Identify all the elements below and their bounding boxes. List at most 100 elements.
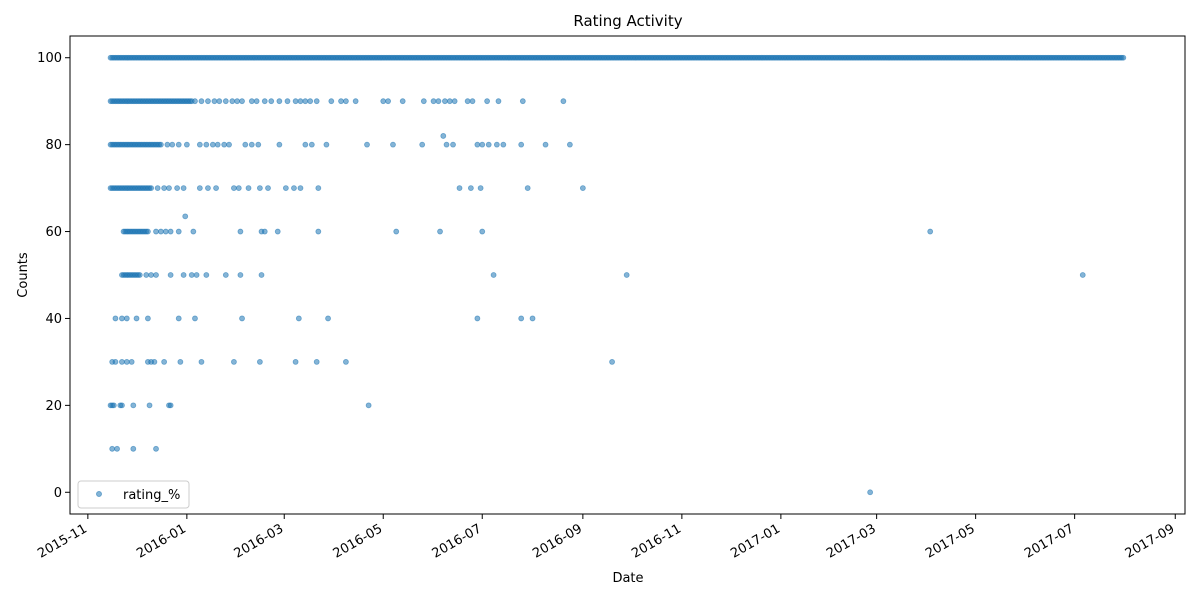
data-point [274, 228, 281, 235]
data-point [328, 98, 335, 105]
data-point [175, 141, 182, 148]
data-point [153, 228, 159, 235]
data-point [495, 98, 502, 105]
x-tick-label: 2016-03 [232, 521, 287, 561]
data-point [393, 228, 400, 235]
data-point [380, 98, 387, 105]
data-point [239, 315, 245, 322]
data-point [1079, 272, 1086, 278]
data-point [867, 489, 874, 496]
data-point [175, 228, 182, 235]
data-point [209, 141, 216, 148]
legend-marker [96, 491, 102, 497]
data-point [446, 98, 453, 105]
data-point [474, 315, 481, 322]
data-point [192, 98, 198, 105]
data-point [143, 272, 150, 278]
data-point [343, 359, 349, 365]
data-point [130, 445, 137, 452]
data-point [177, 359, 184, 365]
data-point [222, 272, 229, 278]
data-point [229, 98, 236, 105]
data-point [192, 315, 198, 322]
data-point [237, 228, 244, 235]
data-point [443, 141, 450, 148]
data-point [297, 185, 304, 191]
data-point [529, 315, 536, 322]
data-point [161, 185, 168, 191]
data-point [524, 185, 531, 191]
data-point [440, 133, 447, 139]
data-point [154, 185, 161, 191]
data-point [325, 315, 331, 322]
data-point [451, 98, 458, 105]
data-point [430, 98, 437, 105]
data-point [237, 272, 244, 278]
legend-box [77, 480, 190, 509]
y-tick-label: 20 [45, 399, 62, 414]
data-point [157, 141, 164, 148]
data-point [419, 141, 426, 148]
data-point [385, 98, 392, 105]
data-point [203, 272, 210, 278]
data-point [490, 272, 497, 278]
data-point [500, 141, 507, 148]
data-point [560, 98, 567, 105]
x-tick-label: 2016-01 [134, 521, 189, 561]
data-point [469, 98, 476, 105]
data-point [484, 98, 491, 105]
data-point [180, 272, 187, 278]
data-point [166, 185, 172, 191]
data-point [161, 359, 168, 365]
data-point [162, 228, 169, 235]
data-point [146, 402, 153, 409]
x-axis: 2015-11 2016-01 2016-03 2016-05 2016-07 2016-… [35, 514, 1177, 562]
data-point [205, 185, 211, 191]
data-point [211, 98, 218, 105]
data-point [297, 98, 304, 105]
data-point [119, 359, 125, 365]
data-point [435, 98, 442, 105]
y-tick-label: 0 [54, 486, 62, 501]
data-point [261, 98, 268, 105]
data-point [268, 98, 275, 105]
data-point [119, 315, 125, 322]
chart-title: Rating Activity [573, 12, 682, 30]
data-point [291, 185, 297, 191]
data-point [295, 315, 302, 322]
y-tick-label: 60 [45, 225, 62, 240]
x-tick-label: 2017-09 [1123, 521, 1178, 561]
data-point [442, 98, 448, 105]
data-point [221, 141, 228, 148]
data-point [493, 141, 500, 148]
data-point [130, 402, 137, 409]
data-point [519, 98, 526, 105]
data-point [196, 141, 203, 148]
data-point [167, 272, 174, 278]
x-tick-label: 2016-07 [430, 521, 485, 561]
data-point [123, 315, 130, 322]
data-point [144, 228, 151, 235]
data-point [248, 141, 255, 148]
data-point [323, 141, 330, 148]
y-axis-label: Counts [16, 252, 31, 298]
y-tick-label: 40 [45, 312, 62, 327]
data-point [542, 141, 549, 148]
x-tick-label: 2017-01 [728, 521, 783, 561]
data-point [245, 185, 252, 191]
data-point [352, 98, 359, 105]
data-point [175, 315, 182, 322]
data-point [437, 228, 443, 235]
data-point [253, 98, 260, 105]
data-point [153, 445, 159, 452]
points-layer [107, 54, 1127, 496]
data-point [302, 141, 309, 148]
data-point [188, 272, 195, 278]
data-point [1120, 54, 1127, 61]
data-point [464, 98, 471, 105]
x-tick-label: 2015-11 [35, 521, 90, 561]
data-point [242, 141, 249, 148]
data-point [164, 141, 171, 148]
data-point [399, 98, 406, 105]
data-point [180, 185, 187, 191]
